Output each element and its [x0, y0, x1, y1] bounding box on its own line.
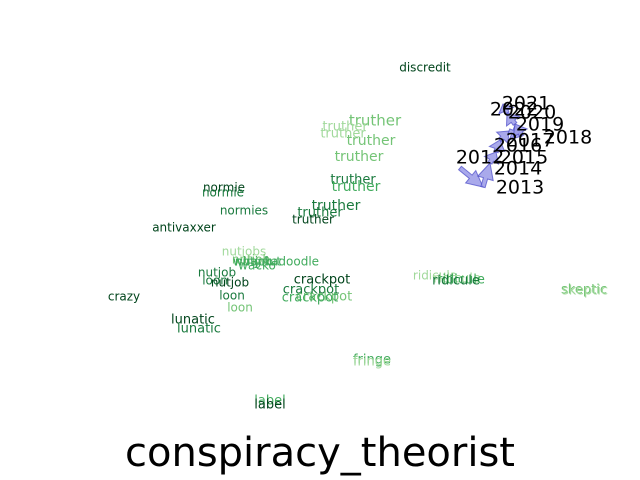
trajectory-arrow-0: [457, 165, 484, 188]
neighbor-word-wingnut: wingnut: [233, 255, 282, 269]
neighbor-word-truther: truther: [330, 173, 376, 188]
trajectory-arrows-layer: [457, 103, 529, 189]
year-label-2021: 2021: [502, 93, 550, 115]
trajectory-arrow-2: [483, 151, 500, 166]
neighbor-word-normie: normie: [202, 186, 244, 200]
neighbor-word-crackpot: crackpot: [282, 291, 338, 306]
neighbor-word-fringe: fringe: [353, 353, 391, 368]
neighbor-word-ridicule: ridicule: [433, 272, 481, 287]
neighbor-word-truther: truther: [297, 206, 343, 221]
neighbor-word-nutjob: nutjob: [211, 276, 249, 290]
neighbor-word-truther: truther: [322, 120, 368, 135]
year-label-2012: 2012: [456, 147, 504, 169]
year-label-2020: 2020: [508, 102, 556, 124]
neighbor-word-truther: truther: [312, 198, 361, 214]
neighbor-word-label: label: [254, 394, 285, 409]
trajectory-arrow-8: [497, 103, 515, 115]
neighbor-word-label: label: [254, 398, 285, 413]
neighbor-word-nutjob: nutjob: [235, 255, 273, 269]
neighbor-word-normie: normie: [203, 181, 245, 195]
neighbor-word-lunatic: lunatic: [171, 313, 215, 328]
year-label-2017: 2017: [506, 130, 554, 152]
neighbor-word-normies: normies: [220, 204, 268, 218]
neighbor-word-whackadoodle: whackadoodle: [233, 255, 319, 269]
trajectory-arrow-1: [476, 161, 494, 189]
trajectory-arrow-6: [512, 123, 529, 138]
neighbor-word-crazy: crazy: [108, 290, 140, 304]
neighbor-word-truther: truther: [335, 149, 384, 165]
neighbor-word-crackpot: crackpot: [296, 290, 352, 305]
trajectory-arrow-3: [488, 139, 506, 154]
neighbor-word-skeptic: skeptic: [561, 283, 607, 298]
neighbor-word-discredit: discredit: [399, 61, 451, 75]
neighbor-word-truther: truther: [292, 213, 334, 227]
trajectory-arrow-4: [495, 130, 510, 145]
neighbor-word-ridicule: ridicule: [432, 274, 480, 289]
year-label-2022: 2022: [490, 99, 538, 121]
neighbor-word-ridicule: ridicule: [437, 273, 485, 288]
neighbor-word-truther: truther: [320, 127, 366, 142]
neighbor-word-crackpot: crackpot: [294, 273, 350, 288]
year-label-2015: 2015: [500, 147, 548, 169]
neighbor-word-nutjobs: nutjobs: [222, 245, 266, 259]
neighbor-word-lunatic: lunatic: [177, 322, 221, 337]
neighbor-word-truther: truther: [347, 133, 396, 149]
trajectory-arrow-7: [505, 112, 521, 128]
neighbor-word-antivaxxer: antivaxxer: [152, 221, 216, 235]
neighbor-word-ridicule: ridicule: [413, 269, 457, 283]
neighbor-words-layer: discredittruthertruthertruthertruthertru…: [108, 61, 608, 413]
year-label-2018: 2018: [544, 127, 592, 149]
neighbor-word-loon: loon: [202, 274, 228, 288]
neighbor-word-wacko: wacko: [238, 259, 276, 273]
neighbor-word-nutjob: nutjob: [198, 266, 236, 280]
year-label-2019: 2019: [516, 114, 564, 136]
neighbor-word-truther: truther: [332, 179, 381, 195]
neighbor-word-loon: loon: [219, 289, 245, 303]
year-label-2013: 2013: [496, 177, 544, 199]
neighbor-word-loon: loon: [227, 301, 253, 315]
year-labels-layer: 2013201420152016201720182019202020212022…: [456, 93, 592, 199]
neighbor-word-skeptic: skeptic: [562, 284, 608, 299]
neighbor-word-fringe: fringe: [353, 355, 391, 370]
chart-title: conspiracy_theorist: [125, 430, 515, 476]
year-label-2014: 2014: [494, 158, 542, 180]
neighbor-word-crackpot: crackpot: [283, 283, 339, 298]
neighbor-word-truther: truther: [349, 112, 402, 130]
year-label-2016: 2016: [494, 135, 542, 157]
neighbor-word-nutjob: nutjob: [232, 253, 270, 267]
